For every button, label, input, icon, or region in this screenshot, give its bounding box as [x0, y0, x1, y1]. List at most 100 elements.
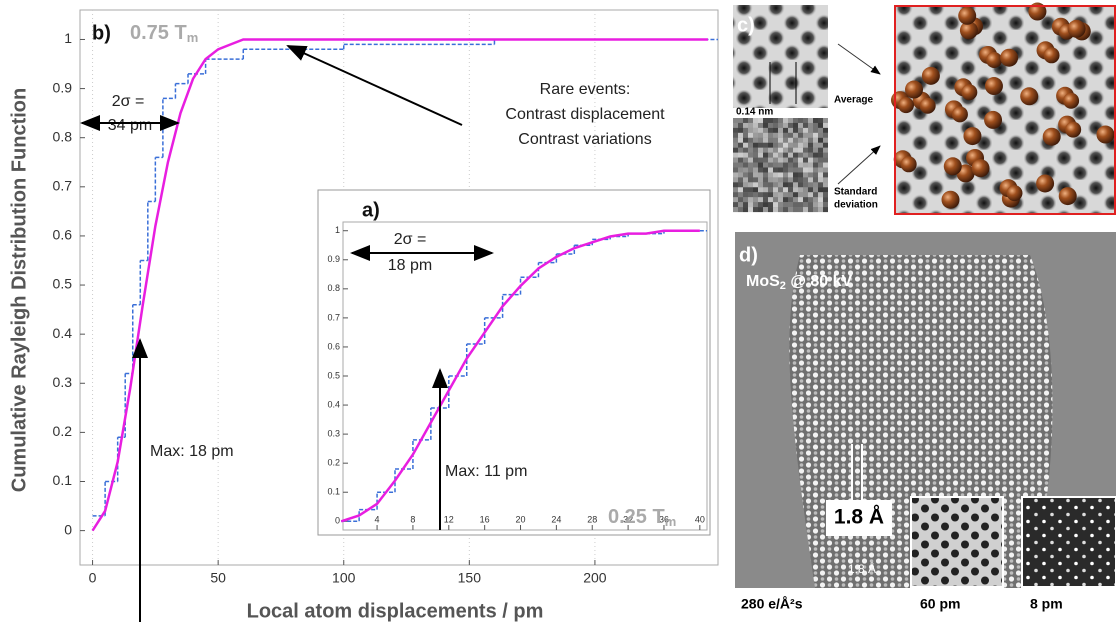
noise-pixel	[743, 123, 748, 128]
noise-pixel	[808, 148, 813, 153]
y-tick-label: 0.3	[327, 428, 340, 438]
x-tick-label: 12	[444, 514, 454, 524]
noise-pixel	[803, 123, 808, 128]
noise-pixel	[768, 192, 773, 197]
noise-pixel	[823, 187, 828, 192]
title-part: @ 80 kV	[786, 273, 853, 290]
noise-pixel	[783, 182, 788, 187]
noise-pixel	[778, 182, 783, 187]
noise-pixel	[778, 202, 783, 207]
noise-pixel	[738, 172, 743, 177]
noise-pixel	[813, 138, 818, 143]
noise-pixel	[773, 187, 778, 192]
noise-pixel	[808, 207, 813, 212]
noise-pixel	[818, 207, 823, 212]
noise-pixel	[743, 133, 748, 138]
noise-pixel	[823, 168, 828, 173]
noise-pixel	[788, 158, 793, 163]
noise-pixel	[798, 148, 803, 153]
noise-pixel	[793, 163, 798, 168]
noise-pixel	[733, 202, 738, 207]
noise-pixel	[743, 207, 748, 212]
noise-pixel	[803, 202, 808, 207]
noise-pixel	[823, 123, 828, 128]
noise-pixel	[788, 153, 793, 158]
noise-pixel	[778, 192, 783, 197]
noise-pixel	[818, 163, 823, 168]
noise-pixel	[738, 153, 743, 158]
noise-pixel	[743, 143, 748, 148]
noise-pixel	[823, 128, 828, 133]
noise-pixel	[778, 163, 783, 168]
noise-pixel	[753, 197, 758, 202]
atom	[1068, 20, 1086, 38]
noise-pixel	[768, 163, 773, 168]
noise-pixel	[798, 118, 803, 123]
noise-pixel	[813, 192, 818, 197]
noise-pixel	[798, 207, 803, 212]
noise-pixel	[798, 133, 803, 138]
annotation: Max: 11 pm	[445, 463, 527, 480]
condition: 0.75 Tm	[130, 22, 198, 45]
noise-pixel	[808, 143, 813, 148]
noise-pixel	[743, 172, 748, 177]
noise-pixel	[733, 118, 738, 123]
noise-pixel	[768, 177, 773, 182]
noise-pixel	[748, 187, 753, 192]
noise-pixel	[818, 182, 823, 187]
noise-pixel	[748, 202, 753, 207]
noise-pixel	[753, 158, 758, 163]
noise-pixel	[773, 143, 778, 148]
noise-pixel	[788, 148, 793, 153]
noise-pixel	[823, 172, 828, 177]
noise-pixel	[758, 163, 763, 168]
annotation: 34 pm	[108, 117, 152, 134]
x-tick-label: 40	[695, 514, 705, 524]
noise-pixel	[793, 118, 798, 123]
noise-pixel	[823, 138, 828, 143]
noise-pixel	[733, 182, 738, 187]
noise-pixel	[783, 207, 788, 212]
noise-pixel	[758, 128, 763, 133]
noise-pixel	[778, 143, 783, 148]
atom	[1044, 47, 1060, 63]
noise-pixel	[773, 148, 778, 153]
y-tick-label: 0.9	[53, 79, 73, 95]
noise-pixel	[768, 202, 773, 207]
caption: 60 pm	[920, 596, 960, 612]
noise-pixel	[753, 172, 758, 177]
noise-pixel	[788, 187, 793, 192]
noise-pixel	[778, 138, 783, 143]
noise-pixel	[743, 128, 748, 133]
noise-pixel	[798, 143, 803, 148]
noise-pixel	[783, 172, 788, 177]
noise-pixel	[818, 168, 823, 173]
noise-pixel	[808, 182, 813, 187]
noise-pixel	[823, 118, 828, 123]
annotation: Contrast displacement	[505, 106, 665, 123]
noise-pixel	[813, 197, 818, 202]
noise-pixel	[778, 197, 783, 202]
noise-pixel	[748, 172, 753, 177]
noise-pixel	[753, 118, 758, 123]
noise-pixel	[793, 143, 798, 148]
noise-pixel	[753, 143, 758, 148]
x-tick-label: 28	[587, 514, 597, 524]
noise-pixel	[773, 172, 778, 177]
noise-pixel	[773, 138, 778, 143]
noise-pixel	[753, 207, 758, 212]
noise-pixel	[743, 197, 748, 202]
noise-pixel	[813, 207, 818, 212]
noise-pixel	[813, 128, 818, 133]
noise-pixel	[788, 128, 793, 133]
noise-pixel	[778, 158, 783, 163]
noise-pixel	[808, 158, 813, 163]
noise-pixel	[803, 192, 808, 197]
noise-pixel	[763, 202, 768, 207]
noise-pixel	[813, 163, 818, 168]
noise-pixel	[788, 172, 793, 177]
noise-pixel	[763, 163, 768, 168]
noise-pixel	[798, 128, 803, 133]
atom	[986, 52, 1002, 68]
caption: Average	[834, 95, 874, 106]
